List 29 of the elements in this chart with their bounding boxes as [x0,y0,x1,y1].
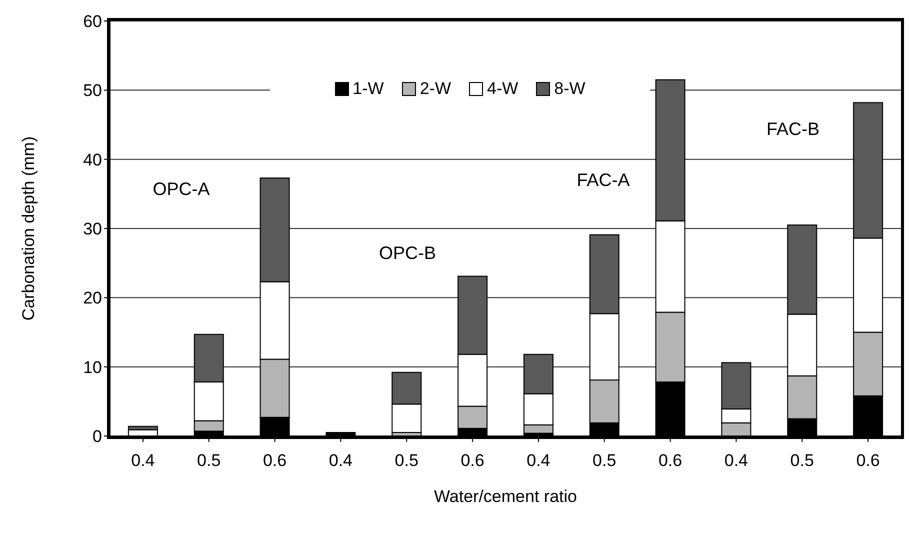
x-axis-title: Water/cement ratio [434,487,577,506]
x-tick-label: 0.5 [790,451,814,470]
x-tick-label: 0.4 [526,451,550,470]
x-tick-label: 0.6 [658,451,682,470]
y-tick-label: 10 [83,358,102,377]
legend-label: 8-W [554,79,586,99]
x-tick-label: 0.6 [460,451,484,470]
annotation: FAC-A [576,170,630,192]
y-tick-label: 30 [83,220,102,239]
x-tick-label: 0.5 [592,451,616,470]
y-tick-label: 40 [83,150,102,170]
x-tick-label: 0.6 [262,451,287,470]
annotation: OPC-B [378,243,436,264]
legend-label: 2-W [420,79,451,99]
legend-label: 1-W [352,79,384,99]
y-tick-label: 50 [83,81,102,100]
x-tick-label: 0.4 [328,451,353,470]
x-tick-label: 0.4 [724,451,748,470]
y-axis-title: Carbonation depth (mm) [19,136,38,321]
legend-label: 4-W [487,79,518,99]
y-tick-label: 60 [83,12,102,32]
y-tick-label: 20 [83,288,102,308]
x-tick-label: 0.4 [131,451,155,470]
y-tick-label: 0 [92,427,102,446]
x-tick-label: 0.6 [856,451,880,470]
annotation: FAC-B [766,118,820,140]
x-tick-label: 0.5 [197,451,221,470]
x-tick-label: 0.5 [394,451,418,470]
annotation: OPC-A [152,178,210,200]
